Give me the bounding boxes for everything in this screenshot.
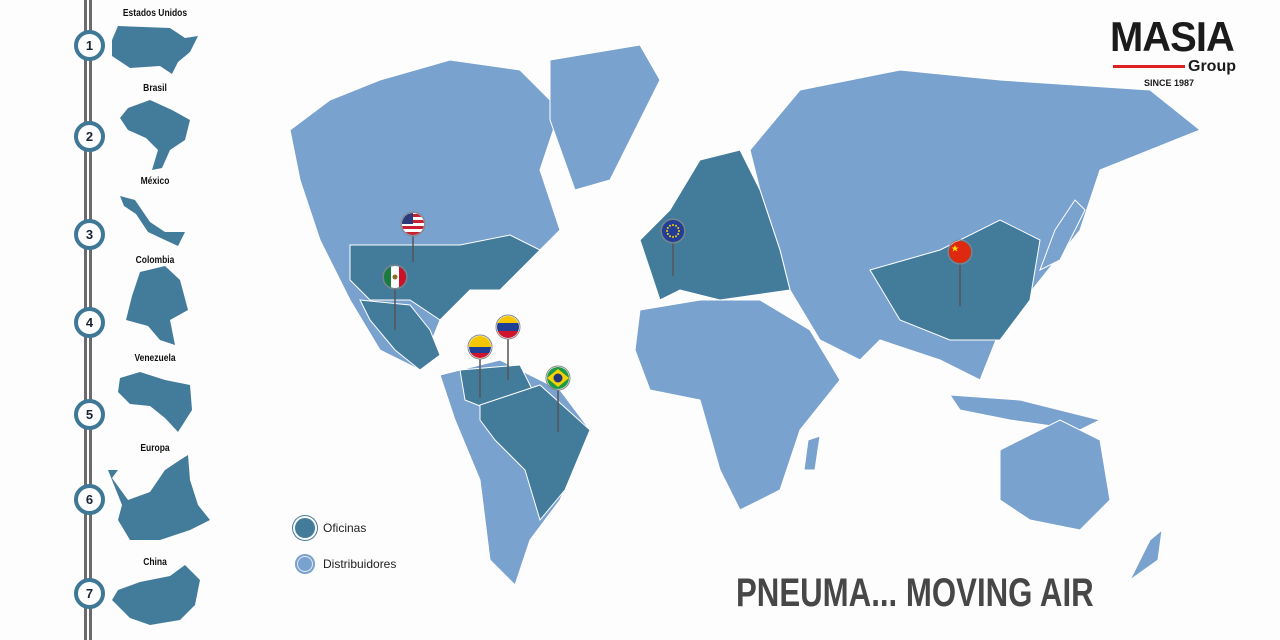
- legend-office-label: Oficinas: [323, 521, 367, 535]
- new-zealand: [1129, 528, 1163, 581]
- step-6: 6: [74, 484, 105, 515]
- european-union-flag: [662, 220, 684, 242]
- step-2: 2: [74, 121, 105, 152]
- united-states-flag: [402, 213, 424, 235]
- usa-silhouette: [112, 26, 198, 74]
- china-flag: [949, 241, 971, 263]
- logo-red-bar: [1113, 65, 1185, 68]
- label-venezuela: Venezuela: [134, 353, 176, 364]
- colombia-silhouette: [126, 266, 188, 345]
- label-estados-unidos: Estados Unidos: [122, 8, 188, 19]
- step-4: 4: [74, 307, 105, 338]
- mexico-flag: [384, 266, 406, 288]
- logo-since: SINCE 1987: [1144, 78, 1195, 88]
- tagline: PNEUMA... MOVING AIR: [736, 571, 1094, 615]
- legend-distributor-label: Distribuidores: [323, 557, 397, 571]
- label-europa: Europa: [140, 443, 170, 454]
- madagascar: [803, 435, 821, 471]
- europe-silhouette: [108, 455, 210, 540]
- venezuela-flag: [497, 316, 519, 338]
- greenland: [549, 44, 661, 191]
- step-3: 3: [74, 219, 105, 250]
- step-1: 1: [74, 30, 105, 61]
- usa: [349, 234, 541, 321]
- mexico: [359, 299, 441, 371]
- japan: [1039, 199, 1086, 272]
- australia: [999, 419, 1111, 531]
- logo-group: Group: [1188, 58, 1236, 75]
- office-swatch-icon: [295, 518, 315, 538]
- brazil-flag: [547, 367, 569, 389]
- step-7: 7: [74, 578, 105, 609]
- step-5: 5: [74, 399, 105, 430]
- brazil: [479, 384, 591, 522]
- europe: [639, 149, 791, 301]
- logo-name: MASIA: [1110, 13, 1235, 60]
- label-china: China: [143, 557, 167, 568]
- legend-offices: Oficinas: [295, 518, 366, 538]
- china-silhouette: [112, 565, 200, 625]
- colombia-flag: [469, 336, 491, 358]
- label-brasil: Brasil: [143, 83, 167, 94]
- mexico-silhouette: [120, 196, 185, 246]
- venezuela-silhouette: [118, 372, 192, 432]
- indonesia: [949, 394, 1102, 431]
- label-mexico: México: [140, 176, 170, 187]
- brazil-silhouette: [120, 100, 190, 170]
- masia-group-logo: MASIA Group SINCE 1987: [1110, 13, 1245, 92]
- legend-distributors: Distribuidores: [295, 554, 396, 574]
- distributor-swatch-icon: [295, 554, 315, 574]
- label-colombia: Colombia: [135, 255, 175, 266]
- africa: [634, 299, 841, 511]
